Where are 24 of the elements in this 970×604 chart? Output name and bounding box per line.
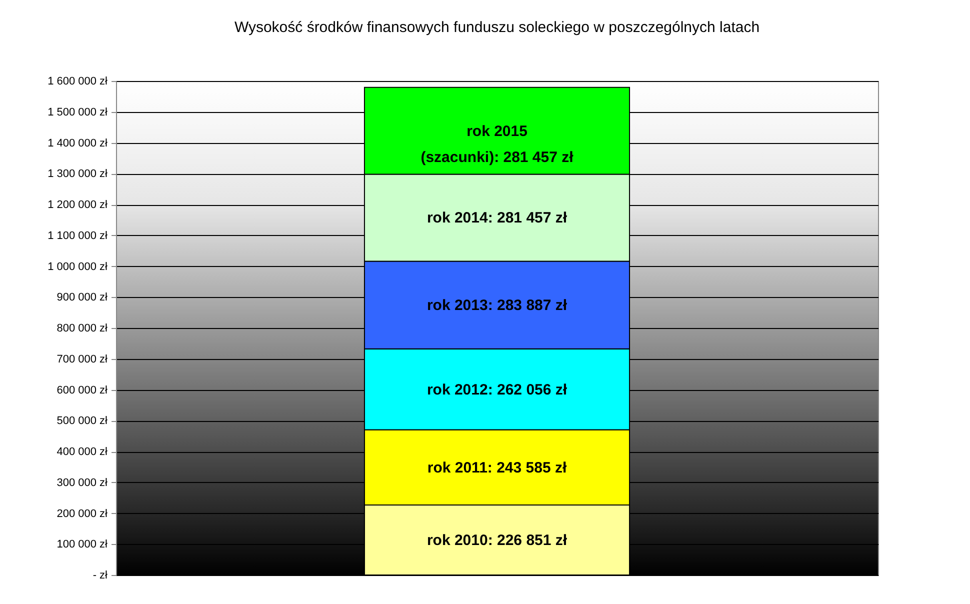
y-tick-label: 1 600 000 zł bbox=[48, 76, 108, 88]
y-tick-label: 1 200 000 zł bbox=[48, 199, 108, 211]
y-tick-label: 600 000 zł bbox=[56, 384, 108, 396]
data-label: rok 2010: 226 851 zł bbox=[426, 532, 568, 549]
y-tick-label: 1 400 000 zł bbox=[48, 137, 108, 150]
y-tick-label: 200 000 zł bbox=[56, 508, 108, 520]
y-tick-label: 300 000 zł bbox=[56, 476, 108, 489]
data-label: rok 2012: 262 056 zł bbox=[426, 381, 568, 398]
y-tick-label: 100 000 zł bbox=[56, 538, 108, 551]
y-tick-label: - zł bbox=[92, 570, 108, 582]
y-tick-label: 800 000 zł bbox=[56, 322, 108, 334]
y-tick-label: 700 000 zł bbox=[56, 353, 108, 366]
data-label: rok 2015 (szacunki): 281 457 zł bbox=[420, 122, 574, 166]
y-tick-label: 1 000 000 zł bbox=[48, 260, 108, 273]
chart-title: Wysokość środków finansowych funduszu soleckiego w poszczególnych latach bbox=[234, 19, 760, 36]
y-tick-label: 1 500 000 zł bbox=[48, 106, 108, 118]
y-tick-label: 1 300 000 zł bbox=[48, 168, 108, 180]
data-label: rok 2013: 283 887 zł bbox=[426, 297, 568, 314]
data-label: rok 2011: 243 585 zł bbox=[427, 459, 568, 476]
data-label: rok 2014: 281 457 zł bbox=[426, 210, 568, 227]
y-tick-label: 1 100 000 zł bbox=[48, 230, 108, 242]
y-tick-label: 500 000 zł bbox=[56, 415, 108, 428]
y-tick-label: 400 000 zł bbox=[56, 446, 108, 458]
y-tick-label: 900 000 zł bbox=[56, 292, 108, 304]
